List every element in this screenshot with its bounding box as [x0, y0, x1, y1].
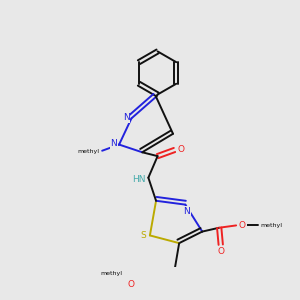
Text: methyl: methyl	[100, 271, 122, 276]
Text: HN: HN	[132, 175, 146, 184]
Text: O: O	[128, 280, 135, 289]
Text: O: O	[239, 221, 246, 230]
Text: O: O	[217, 247, 224, 256]
Text: methyl: methyl	[78, 149, 100, 154]
Text: O: O	[177, 146, 184, 154]
Text: N: N	[184, 207, 190, 216]
Text: N: N	[110, 139, 117, 148]
Text: N: N	[123, 113, 129, 122]
Text: methyl: methyl	[260, 223, 282, 228]
Text: S: S	[141, 231, 147, 240]
